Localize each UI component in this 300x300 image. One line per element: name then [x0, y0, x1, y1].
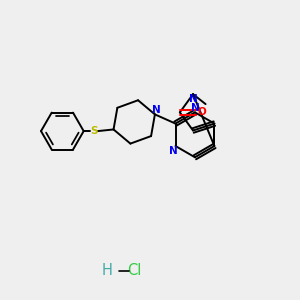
Text: S: S: [90, 126, 98, 136]
Text: N: N: [190, 103, 199, 113]
Text: O: O: [197, 107, 206, 117]
Text: H: H: [101, 263, 112, 278]
Text: N: N: [169, 146, 178, 156]
Text: N: N: [152, 105, 161, 115]
Text: Cl: Cl: [127, 263, 141, 278]
Text: N: N: [189, 94, 198, 104]
